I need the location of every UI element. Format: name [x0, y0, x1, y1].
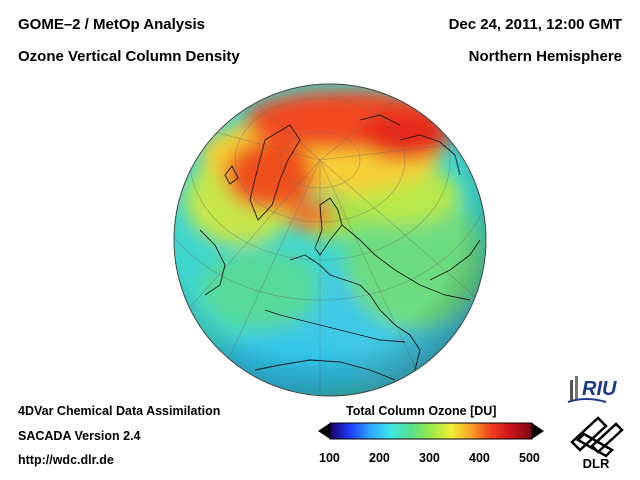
map-title: GOME–2 / MetOp Analysis — [18, 16, 205, 33]
colorbar-tick-500: 500 — [519, 451, 540, 465]
map-region: Northern Hemisphere — [468, 48, 622, 65]
colorbar-high-arrow — [532, 423, 544, 439]
colorbar-tick-200: 200 — [369, 451, 390, 465]
colorbar-gradient — [329, 422, 533, 440]
colorbar-tick-400: 400 — [469, 451, 490, 465]
footer-url[interactable]: http://wdc.dlr.de — [18, 453, 114, 467]
riu-logo: RIU — [567, 376, 617, 403]
colorbar-low-arrow — [318, 423, 330, 439]
colorbar-title: Total Column Ozone [DU] — [346, 404, 497, 418]
map-date: Dec 24, 2011, 12:00 GMT — [448, 16, 622, 33]
ozone-globe-map — [173, 83, 487, 397]
footer-version: SACADA Version 2.4 — [18, 429, 141, 443]
ozone-field — [174, 84, 486, 396]
map-subtitle: Ozone Vertical Column Density — [18, 48, 240, 65]
dlr-logo: DLR — [570, 416, 624, 471]
colorbar-tick-100: 100 — [319, 451, 340, 465]
footer-method: 4DVar Chemical Data Assimilation — [18, 404, 221, 418]
riu-logo-text: RIU — [582, 378, 617, 400]
colorbar-tick-300: 300 — [419, 451, 440, 465]
dlr-logo-text: DLR — [583, 456, 610, 471]
colorbar — [318, 422, 544, 440]
